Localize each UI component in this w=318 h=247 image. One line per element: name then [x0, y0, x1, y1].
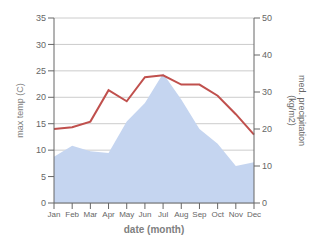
- svg-text:15: 15: [36, 119, 46, 129]
- svg-text:50: 50: [262, 13, 272, 23]
- svg-text:35: 35: [36, 13, 46, 23]
- svg-text:Mar: Mar: [83, 210, 97, 219]
- svg-text:40: 40: [262, 50, 272, 60]
- svg-text:Nov: Nov: [229, 210, 243, 219]
- svg-text:20: 20: [36, 92, 46, 102]
- svg-text:date (month): date (month): [124, 224, 185, 235]
- svg-text:Oct: Oct: [211, 210, 224, 219]
- svg-text:Feb: Feb: [65, 210, 79, 219]
- svg-text:May: May: [119, 210, 134, 219]
- svg-text:max temp (C): max temp (C): [15, 83, 25, 138]
- svg-text:20: 20: [262, 124, 272, 134]
- svg-text:Apr: Apr: [102, 210, 115, 219]
- svg-text:Jul: Jul: [158, 210, 168, 219]
- svg-text:Sep: Sep: [192, 210, 207, 219]
- svg-text:0: 0: [262, 198, 267, 208]
- svg-text:30: 30: [36, 40, 46, 50]
- svg-text:10: 10: [262, 161, 272, 171]
- svg-text:0: 0: [41, 198, 46, 208]
- svg-text:10: 10: [36, 145, 46, 155]
- svg-text:Jun: Jun: [138, 210, 151, 219]
- svg-text:30: 30: [262, 87, 272, 97]
- svg-text:Aug: Aug: [174, 210, 188, 219]
- svg-text:5: 5: [41, 172, 46, 182]
- svg-text:25: 25: [36, 66, 46, 76]
- svg-text:med. precipitation(kg/m2): med. precipitation(kg/m2): [287, 75, 307, 146]
- svg-text:Dec: Dec: [247, 210, 261, 219]
- svg-text:Jan: Jan: [48, 210, 61, 219]
